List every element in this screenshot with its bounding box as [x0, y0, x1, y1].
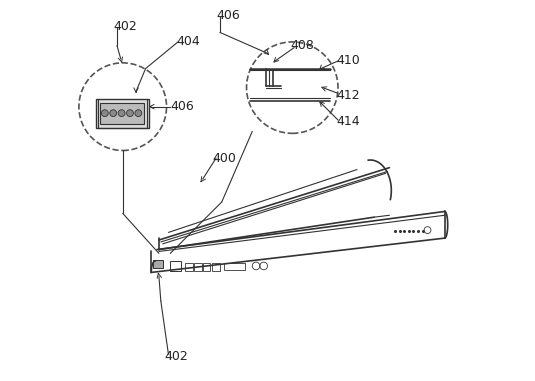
- Text: 406: 406: [170, 100, 194, 113]
- Bar: [194, 263, 202, 271]
- Text: 412: 412: [336, 89, 360, 102]
- Bar: [203, 263, 210, 271]
- Text: 402: 402: [113, 20, 137, 33]
- Circle shape: [127, 110, 133, 117]
- Text: 408: 408: [291, 39, 314, 52]
- Circle shape: [110, 110, 117, 117]
- Text: 406: 406: [216, 9, 240, 22]
- Bar: [185, 263, 193, 271]
- Circle shape: [135, 110, 142, 117]
- Bar: [224, 263, 244, 270]
- Bar: [170, 261, 181, 271]
- Text: 400: 400: [212, 152, 236, 165]
- Circle shape: [102, 110, 108, 117]
- Bar: [96, 99, 149, 128]
- Circle shape: [118, 110, 125, 117]
- Text: 414: 414: [336, 115, 360, 128]
- Bar: [153, 260, 163, 268]
- Bar: [100, 103, 144, 124]
- Text: 404: 404: [176, 35, 200, 48]
- Text: 410: 410: [336, 54, 360, 67]
- Text: 402: 402: [165, 350, 188, 363]
- Bar: [212, 263, 220, 271]
